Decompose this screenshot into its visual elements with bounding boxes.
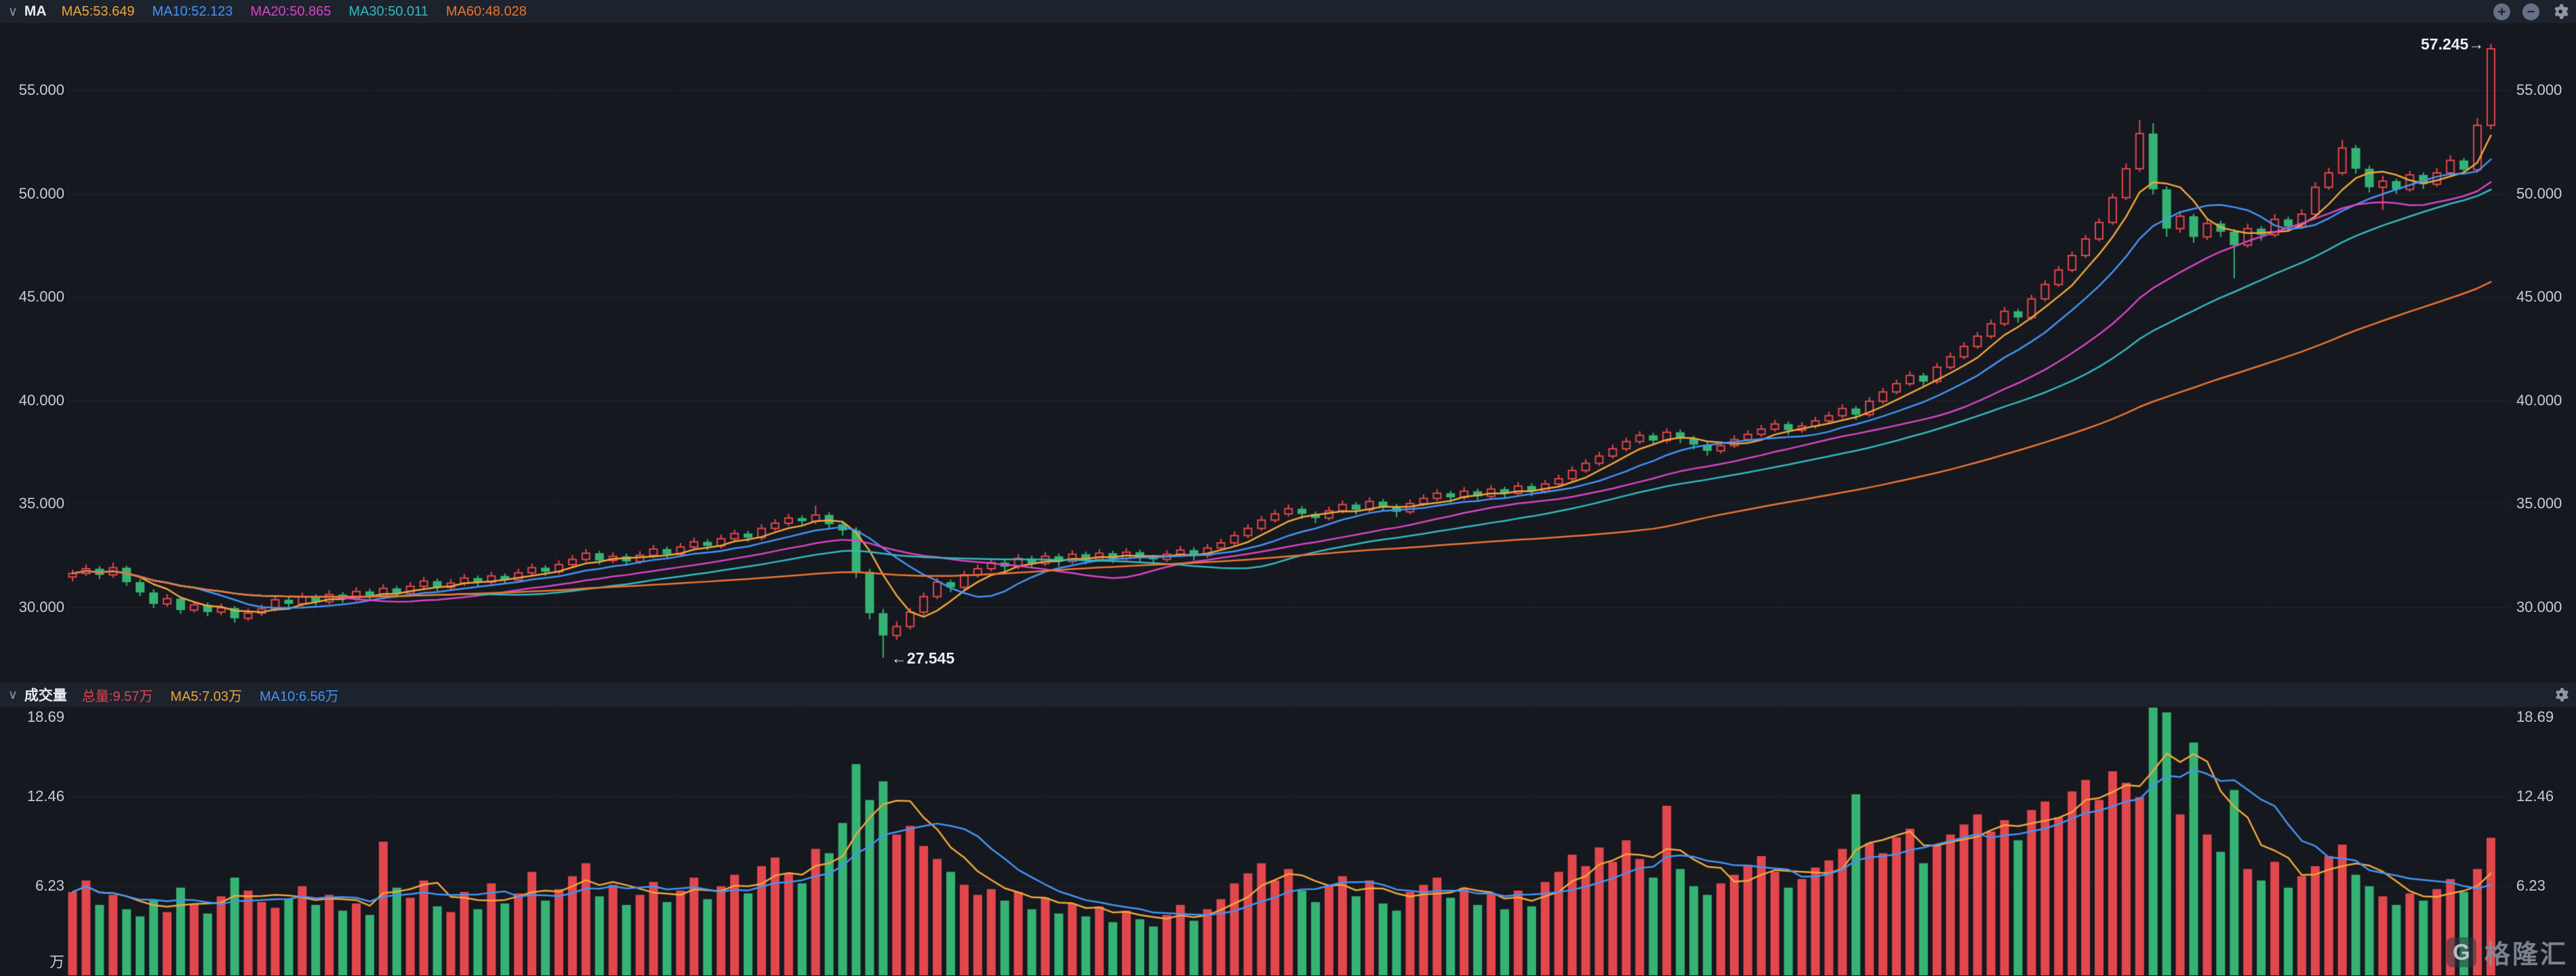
volume-axis-unit-label: 万 [49, 954, 64, 971]
price-axis-label-right: 35.000 [2516, 495, 2562, 512]
volume-title: 成交量 [24, 688, 67, 704]
gelonghui-watermark: G 格隆汇 [2446, 933, 2568, 971]
highest-price-annotation: 57.245→ [2421, 35, 2484, 53]
ma-legend-value-0: MA5:53.649 [61, 3, 135, 19]
volume-axis-label-left: 12.46 [26, 787, 64, 805]
volume-axis-label-right: 18.69 [2516, 708, 2554, 725]
volume-axis-label-left: 18.69 [26, 708, 64, 725]
price-axis-label-left: 45.000 [18, 288, 64, 305]
price-axis-label-left: 30.000 [18, 598, 64, 615]
price-axis-label-left: 35.000 [18, 495, 64, 512]
price-axis-label-left: 55.000 [18, 81, 64, 98]
settings-gear-icon[interactable] [2553, 687, 2569, 703]
collapse-chevron-icon[interactable]: ∨ [8, 4, 18, 19]
ma-legend-value-4: MA60:48.028 [445, 3, 527, 19]
ma-legend-values: MA5:53.649 MA10:52.123 MA20:50.865 MA30:50.… [62, 4, 527, 20]
volume-axis-label-right: 12.46 [2516, 787, 2554, 805]
ma-legend-bar: ∨ MA MA5:53.649 MA10:52.123 MA20:50.865 MA3… [0, 0, 2576, 23]
volume-toolbar [2553, 683, 2569, 707]
ma-legend-value-3: MA30:50.011 [348, 3, 428, 19]
ma-legend-value-1: MA10:52.123 [152, 3, 233, 19]
volume-legend-value-2: MA10:6.56万 [260, 689, 339, 704]
volume-axis-label-left: 6.23 [35, 876, 64, 894]
price-axis-label-right: 40.000 [2516, 391, 2562, 409]
volume-legend-value-0: 总量:9.57万 [81, 689, 153, 704]
price-axis-label-right: 55.000 [2516, 81, 2562, 98]
ma-legend-value-2: MA20:50.865 [250, 3, 331, 19]
price-axis-label-right: 30.000 [2516, 598, 2562, 615]
volume-header-bar: ∨ 成交量 总量:9.57万 MA5:7.03万 MA10:6.56万 [0, 683, 2576, 707]
gelonghui-logo-icon: G [2446, 937, 2476, 967]
collapse-chevron-icon[interactable]: ∨ [8, 687, 18, 702]
volume-axis-label-right: 6.23 [2516, 876, 2545, 894]
volume-legend-values: 总量:9.57万 MA5:7.03万 MA10:6.56万 [82, 685, 339, 705]
price-axis-label-left: 40.000 [18, 391, 64, 409]
ma-legend-title: MA [24, 3, 47, 19]
price-axis-label-right: 45.000 [2516, 288, 2562, 305]
volume-legend-value-1: MA5:7.03万 [170, 689, 243, 704]
gelonghui-watermark-text: 格隆汇 [2484, 941, 2568, 969]
price-axis-label-left: 50.000 [18, 184, 64, 202]
chart-toolbar: + − [2493, 0, 2569, 23]
zoom-out-icon[interactable]: − [2522, 3, 2539, 20]
zoom-in-icon[interactable]: + [2493, 3, 2510, 20]
settings-gear-icon[interactable] [2552, 3, 2569, 20]
lowest-price-annotation: ←27.545 [891, 649, 955, 668]
price-axis-label-right: 50.000 [2516, 184, 2562, 202]
